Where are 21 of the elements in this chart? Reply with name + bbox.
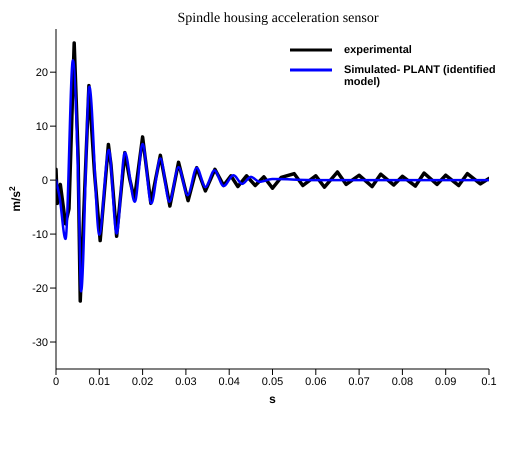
y-tick-label: -20 bbox=[32, 282, 48, 295]
x-tick-label: 0.1 bbox=[481, 376, 497, 388]
x-tick-label: 0.08 bbox=[392, 376, 414, 388]
y-tick-label: -10 bbox=[32, 228, 48, 241]
x-tick-label: 0.01 bbox=[88, 376, 110, 388]
legend-label: Simulated- PLANT (identified model) bbox=[344, 64, 497, 88]
legend-label: experimental bbox=[344, 44, 412, 56]
chart-title: Spindle housing acceleration sensor bbox=[177, 11, 379, 26]
y-tick-label: 0 bbox=[42, 175, 48, 188]
y-tick-label: 20 bbox=[36, 67, 48, 80]
x-tick-label: 0.09 bbox=[434, 376, 456, 388]
y-tick-label: -30 bbox=[32, 336, 48, 349]
x-tick-label: 0.06 bbox=[305, 376, 327, 388]
x-tick-label: 0.04 bbox=[218, 376, 240, 388]
y-tick-label: 10 bbox=[36, 121, 48, 134]
x-axis-title: s bbox=[269, 392, 276, 406]
x-tick-label: 0.02 bbox=[132, 376, 154, 388]
x-tick-label: 0.03 bbox=[175, 376, 197, 388]
x-tick-label: 0 bbox=[52, 376, 60, 388]
x-tick-label: 0.07 bbox=[348, 376, 370, 388]
x-tick-label: 0.05 bbox=[262, 376, 284, 388]
